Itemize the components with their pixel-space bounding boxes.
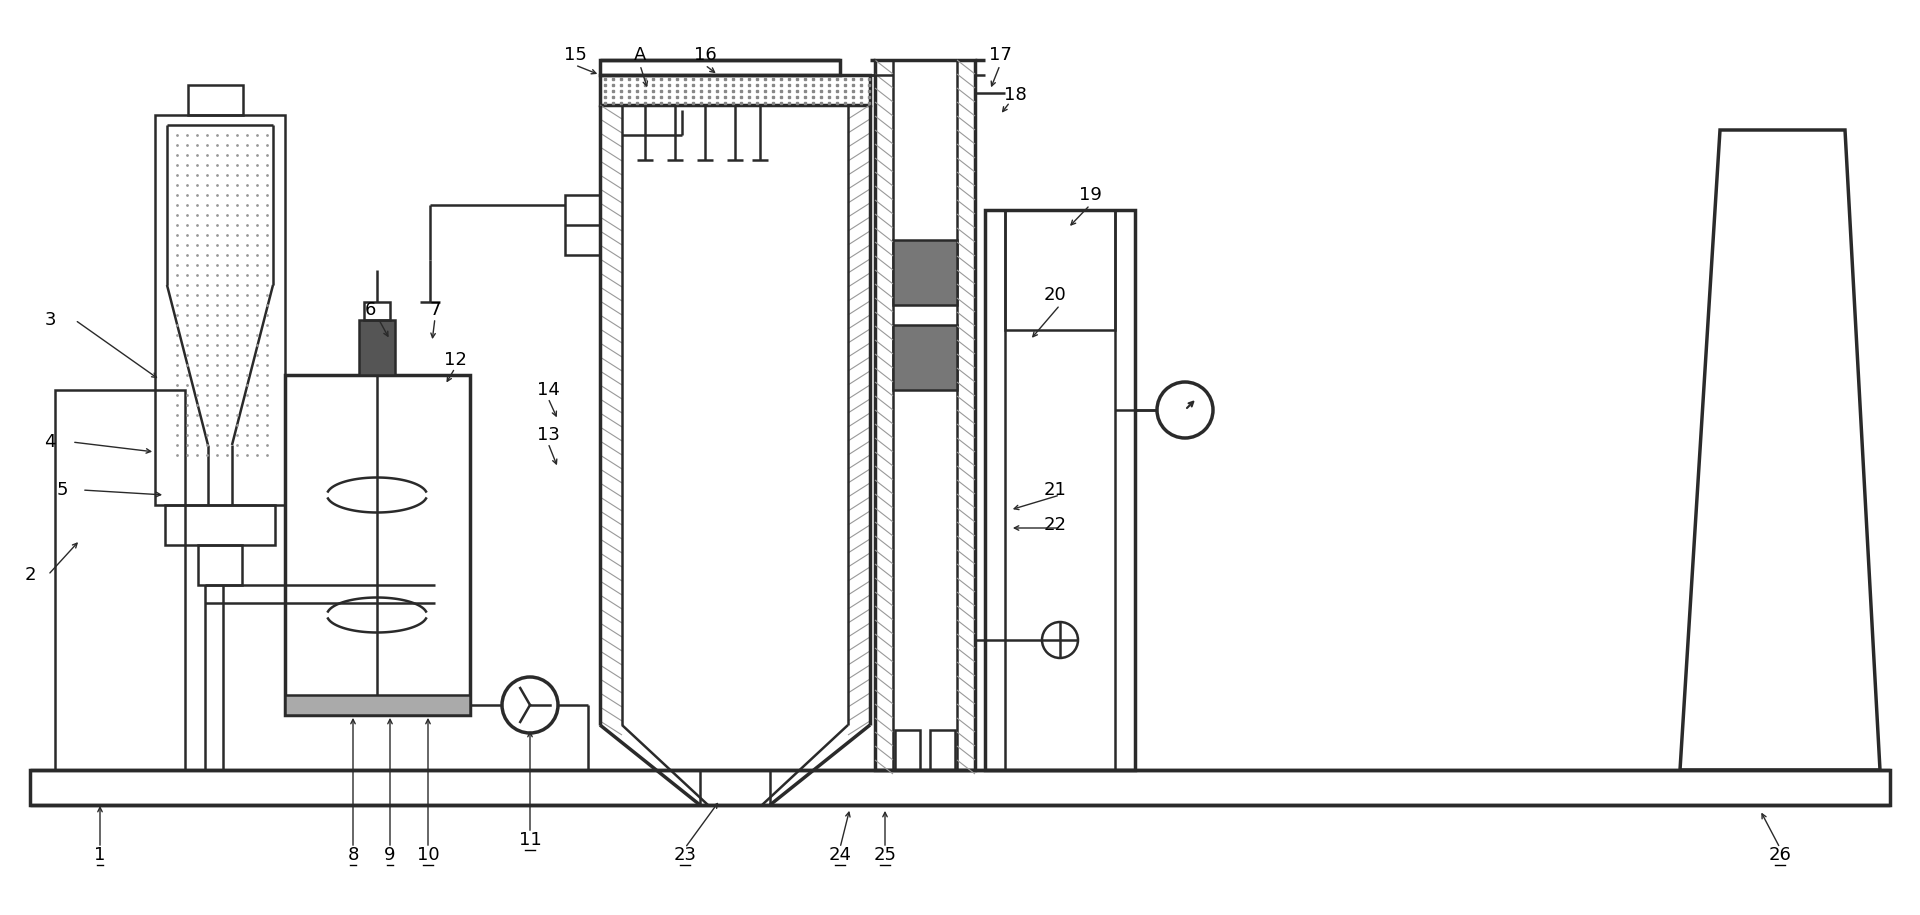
- Text: 14: 14: [536, 381, 559, 399]
- Bar: [564, 195, 599, 255]
- Text: 25: 25: [874, 846, 897, 864]
- Bar: [284, 375, 470, 715]
- Bar: [599, 75, 870, 105]
- Bar: [359, 320, 396, 375]
- Bar: [31, 770, 1889, 805]
- Bar: [56, 390, 184, 770]
- Text: 10: 10: [417, 846, 440, 864]
- Text: A: A: [634, 46, 647, 64]
- Bar: [188, 85, 244, 115]
- Text: 5: 5: [56, 481, 67, 499]
- Text: 11: 11: [518, 831, 541, 849]
- Bar: [895, 730, 920, 770]
- Text: 23: 23: [674, 846, 697, 864]
- Text: 3: 3: [44, 311, 56, 329]
- Text: 24: 24: [829, 846, 851, 864]
- Text: 7: 7: [430, 301, 442, 319]
- Bar: [1004, 210, 1116, 330]
- Text: 21: 21: [1044, 481, 1066, 499]
- Text: 8: 8: [348, 846, 359, 864]
- Bar: [165, 505, 275, 545]
- Text: 17: 17: [989, 46, 1012, 64]
- Text: 20: 20: [1044, 286, 1066, 304]
- Text: 16: 16: [693, 46, 716, 64]
- Text: 22: 22: [1043, 516, 1066, 534]
- Bar: [156, 115, 284, 505]
- Bar: [876, 60, 975, 770]
- Text: 26: 26: [1768, 846, 1791, 864]
- Bar: [893, 60, 956, 770]
- Bar: [198, 545, 242, 585]
- Text: 19: 19: [1079, 186, 1102, 204]
- Bar: [599, 60, 841, 75]
- Text: 15: 15: [564, 46, 586, 64]
- Bar: [893, 240, 956, 305]
- Bar: [929, 730, 954, 770]
- Text: 1: 1: [94, 846, 106, 864]
- Text: 18: 18: [1004, 86, 1027, 104]
- Bar: [284, 695, 470, 715]
- Bar: [365, 302, 390, 320]
- Text: 4: 4: [44, 433, 56, 451]
- Text: 12: 12: [444, 351, 467, 369]
- Bar: [893, 325, 956, 390]
- Text: 9: 9: [384, 846, 396, 864]
- Text: 2: 2: [25, 566, 36, 584]
- Bar: [985, 210, 1135, 770]
- Text: 6: 6: [365, 301, 376, 319]
- Text: 13: 13: [536, 426, 559, 444]
